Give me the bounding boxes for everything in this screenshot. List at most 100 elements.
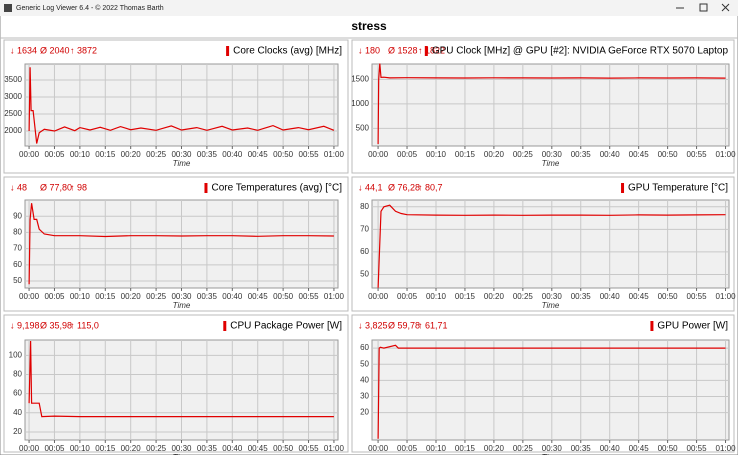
y-tick-label: 20: [13, 427, 22, 436]
x-tick-label: 00:20: [484, 444, 505, 453]
x-tick-label: 00:05: [44, 444, 65, 453]
data-line: [377, 344, 726, 439]
y-tick-label: 1500: [351, 74, 369, 83]
data-line: [377, 204, 726, 288]
y-tick-label: 2000: [4, 126, 22, 135]
x-tick-label: 00:45: [629, 292, 650, 301]
plot-area: [371, 339, 730, 441]
x-tick-label: 00:30: [171, 292, 192, 301]
app-icon: [4, 4, 12, 12]
y-tick-label: 3000: [4, 92, 22, 101]
x-tick-label: 00:20: [484, 292, 505, 301]
stat-label: Ø 77,80: [40, 182, 72, 192]
stat-label: ↑ 115,0: [70, 320, 99, 330]
stat-label: Ø 35,98: [40, 320, 72, 330]
x-tick-label: 00:45: [248, 150, 269, 159]
stat-label: ↓ 9,198: [10, 320, 40, 330]
maximize-button[interactable]: [699, 3, 708, 12]
x-tick-label: 00:15: [95, 150, 116, 159]
x-tick-label: 00:40: [600, 292, 621, 301]
stat-label: ↑ 1822: [418, 45, 445, 55]
y-tick-label: 50: [360, 270, 369, 279]
title-marker: [223, 321, 227, 331]
stat-label: ↓ 3,825: [358, 320, 388, 330]
x-tick-label: 00:20: [121, 150, 142, 159]
x-tick-label: 00:55: [687, 292, 708, 301]
y-tick-label: 30: [360, 392, 369, 401]
x-tick-label: 00:35: [197, 150, 218, 159]
x-tick-label: 00:45: [248, 292, 269, 301]
x-tick-label: 00:40: [600, 444, 621, 453]
x-tick-label: 00:50: [273, 292, 294, 301]
x-tick-label: 00:40: [222, 292, 243, 301]
stat-label: ↓ 180: [358, 45, 380, 55]
y-tick-label: 40: [360, 375, 369, 384]
x-tick-label: 00:00: [19, 150, 40, 159]
x-tick-label: 00:00: [368, 150, 389, 159]
x-tick-label: 00:55: [687, 444, 708, 453]
x-tick-label: 00:50: [658, 150, 679, 159]
x-tick-label: 01:00: [324, 150, 345, 159]
x-tick-label: 00:30: [542, 292, 563, 301]
y-tick-label: 60: [13, 389, 22, 398]
x-tick-label: 00:20: [121, 292, 142, 301]
y-tick-label: 1000: [351, 99, 369, 108]
y-tick-label: 60: [360, 247, 369, 256]
y-tick-label: 90: [13, 211, 22, 220]
title-marker: [204, 183, 208, 193]
panel-title: CPU Package Power [W]: [230, 321, 342, 332]
x-axis-label: Time: [173, 301, 191, 310]
x-tick-label: 00:15: [95, 292, 116, 301]
x-tick-label: 00:55: [299, 150, 320, 159]
x-tick-label: 00:50: [658, 292, 679, 301]
x-tick-label: 00:50: [273, 150, 294, 159]
title-marker: [621, 183, 625, 193]
x-tick-label: 01:00: [324, 444, 345, 453]
data-line: [28, 67, 335, 144]
x-tick-label: 00:40: [222, 444, 243, 453]
y-tick-label: 80: [360, 202, 369, 211]
x-tick-label: 00:35: [197, 292, 218, 301]
x-tick-label: 00:00: [19, 292, 40, 301]
stat-label: ↑ 61,71: [418, 320, 448, 330]
close-button[interactable]: [721, 3, 730, 12]
x-tick-label: 00:30: [542, 444, 563, 453]
x-axis-label: Time: [542, 159, 560, 168]
y-tick-label: 40: [13, 408, 22, 417]
x-tick-label: 00:15: [455, 292, 476, 301]
title-marker: [650, 321, 654, 331]
x-tick-label: 00:55: [299, 444, 320, 453]
x-tick-label: 00:25: [513, 292, 534, 301]
x-tick-label: 01:00: [324, 292, 345, 301]
stat-label: ↓ 48: [10, 182, 27, 192]
data-line: [28, 203, 334, 285]
x-tick-label: 00:25: [513, 444, 534, 453]
data-line: [377, 63, 726, 145]
x-tick-label: 00:45: [629, 444, 650, 453]
y-tick-label: 50: [360, 359, 369, 368]
x-tick-label: 00:15: [455, 150, 476, 159]
panel-title: Core Temperatures (avg) [°C]: [211, 183, 342, 194]
x-tick-label: 00:25: [513, 150, 534, 159]
x-tick-label: 00:30: [171, 444, 192, 453]
panel-title: GPU Temperature [°C]: [628, 183, 728, 194]
x-tick-label: 01:00: [716, 150, 737, 159]
x-tick-label: 00:45: [629, 150, 650, 159]
y-tick-label: 20: [360, 408, 369, 417]
x-tick-label: 01:00: [716, 444, 737, 453]
x-tick-label: 00:05: [397, 150, 418, 159]
title-marker: [226, 46, 230, 56]
x-tick-label: 00:05: [44, 292, 65, 301]
panel-title: GPU Clock [MHz] @ GPU [#2]: NVIDIA GeFor…: [432, 46, 729, 57]
x-tick-label: 00:55: [299, 292, 320, 301]
x-tick-label: 00:15: [455, 444, 476, 453]
x-tick-label: 00:45: [248, 444, 269, 453]
x-tick-label: 00:35: [197, 444, 218, 453]
y-tick-label: 70: [360, 224, 369, 233]
y-tick-label: 80: [13, 228, 22, 237]
stat-label: ↓ 1634: [10, 45, 37, 55]
panel-title: Core Clocks (avg) [MHz]: [233, 46, 342, 57]
y-tick-label: 100: [9, 350, 23, 359]
x-tick-label: 01:00: [716, 292, 737, 301]
